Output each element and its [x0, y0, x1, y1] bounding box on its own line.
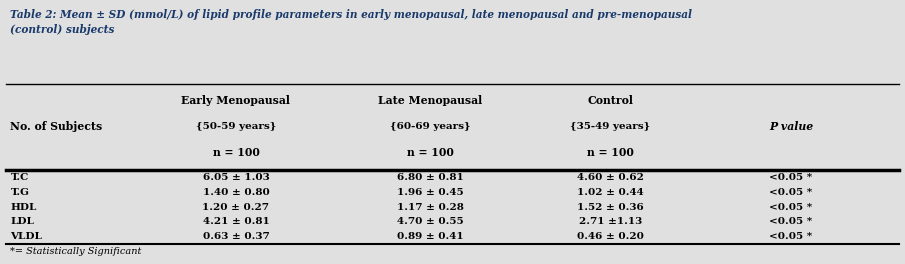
Text: <0.05 *: <0.05 *	[769, 218, 813, 227]
Text: 1.96 ± 0.45: 1.96 ± 0.45	[396, 188, 463, 197]
Text: n = 100: n = 100	[406, 147, 453, 158]
Text: T.G: T.G	[11, 188, 29, 197]
Text: No. of Subjects: No. of Subjects	[11, 121, 102, 132]
Text: HDL: HDL	[11, 202, 37, 212]
Text: 6.80 ± 0.81: 6.80 ± 0.81	[396, 173, 463, 182]
Text: n = 100: n = 100	[587, 147, 634, 158]
Text: 4.70 ± 0.55: 4.70 ± 0.55	[396, 218, 463, 227]
Text: 1.40 ± 0.80: 1.40 ± 0.80	[203, 188, 270, 197]
Text: 1.52 ± 0.36: 1.52 ± 0.36	[577, 202, 643, 212]
Text: VLDL: VLDL	[11, 232, 43, 241]
Text: n = 100: n = 100	[213, 147, 260, 158]
Text: Early Menopausal: Early Menopausal	[182, 95, 291, 106]
Text: 4.21 ± 0.81: 4.21 ± 0.81	[203, 218, 270, 227]
Text: Table 2: Mean ± SD (mmol/L) of lipid profile parameters in early menopausal, lat: Table 2: Mean ± SD (mmol/L) of lipid pro…	[11, 9, 692, 35]
Text: <0.05 *: <0.05 *	[769, 202, 813, 212]
Text: 1.17 ± 0.28: 1.17 ± 0.28	[396, 202, 463, 212]
Text: 0.89 ± 0.41: 0.89 ± 0.41	[396, 232, 463, 241]
Text: 0.63 ± 0.37: 0.63 ± 0.37	[203, 232, 270, 241]
Text: Late Menopausal: Late Menopausal	[377, 95, 482, 106]
Text: P value: P value	[768, 121, 813, 132]
Text: T.C: T.C	[11, 173, 29, 182]
Text: Control: Control	[587, 95, 634, 106]
Text: 0.46 ± 0.20: 0.46 ± 0.20	[577, 232, 643, 241]
Text: <0.05 *: <0.05 *	[769, 173, 813, 182]
Text: 1.20 ± 0.27: 1.20 ± 0.27	[203, 202, 270, 212]
Text: 1.02 ± 0.44: 1.02 ± 0.44	[577, 188, 643, 197]
Text: <0.05 *: <0.05 *	[769, 188, 813, 197]
Text: {60-69 years}: {60-69 years}	[390, 122, 471, 131]
Text: 4.60 ± 0.62: 4.60 ± 0.62	[577, 173, 643, 182]
Text: {50-59 years}: {50-59 years}	[195, 122, 276, 131]
Text: {35-49 years}: {35-49 years}	[570, 122, 651, 131]
Text: *= Statistically Significant: *= Statistically Significant	[11, 247, 142, 256]
Text: 6.05 ± 1.03: 6.05 ± 1.03	[203, 173, 270, 182]
Text: 2.71 ±1.13: 2.71 ±1.13	[579, 218, 642, 227]
Text: <0.05 *: <0.05 *	[769, 232, 813, 241]
Text: LDL: LDL	[11, 218, 34, 227]
